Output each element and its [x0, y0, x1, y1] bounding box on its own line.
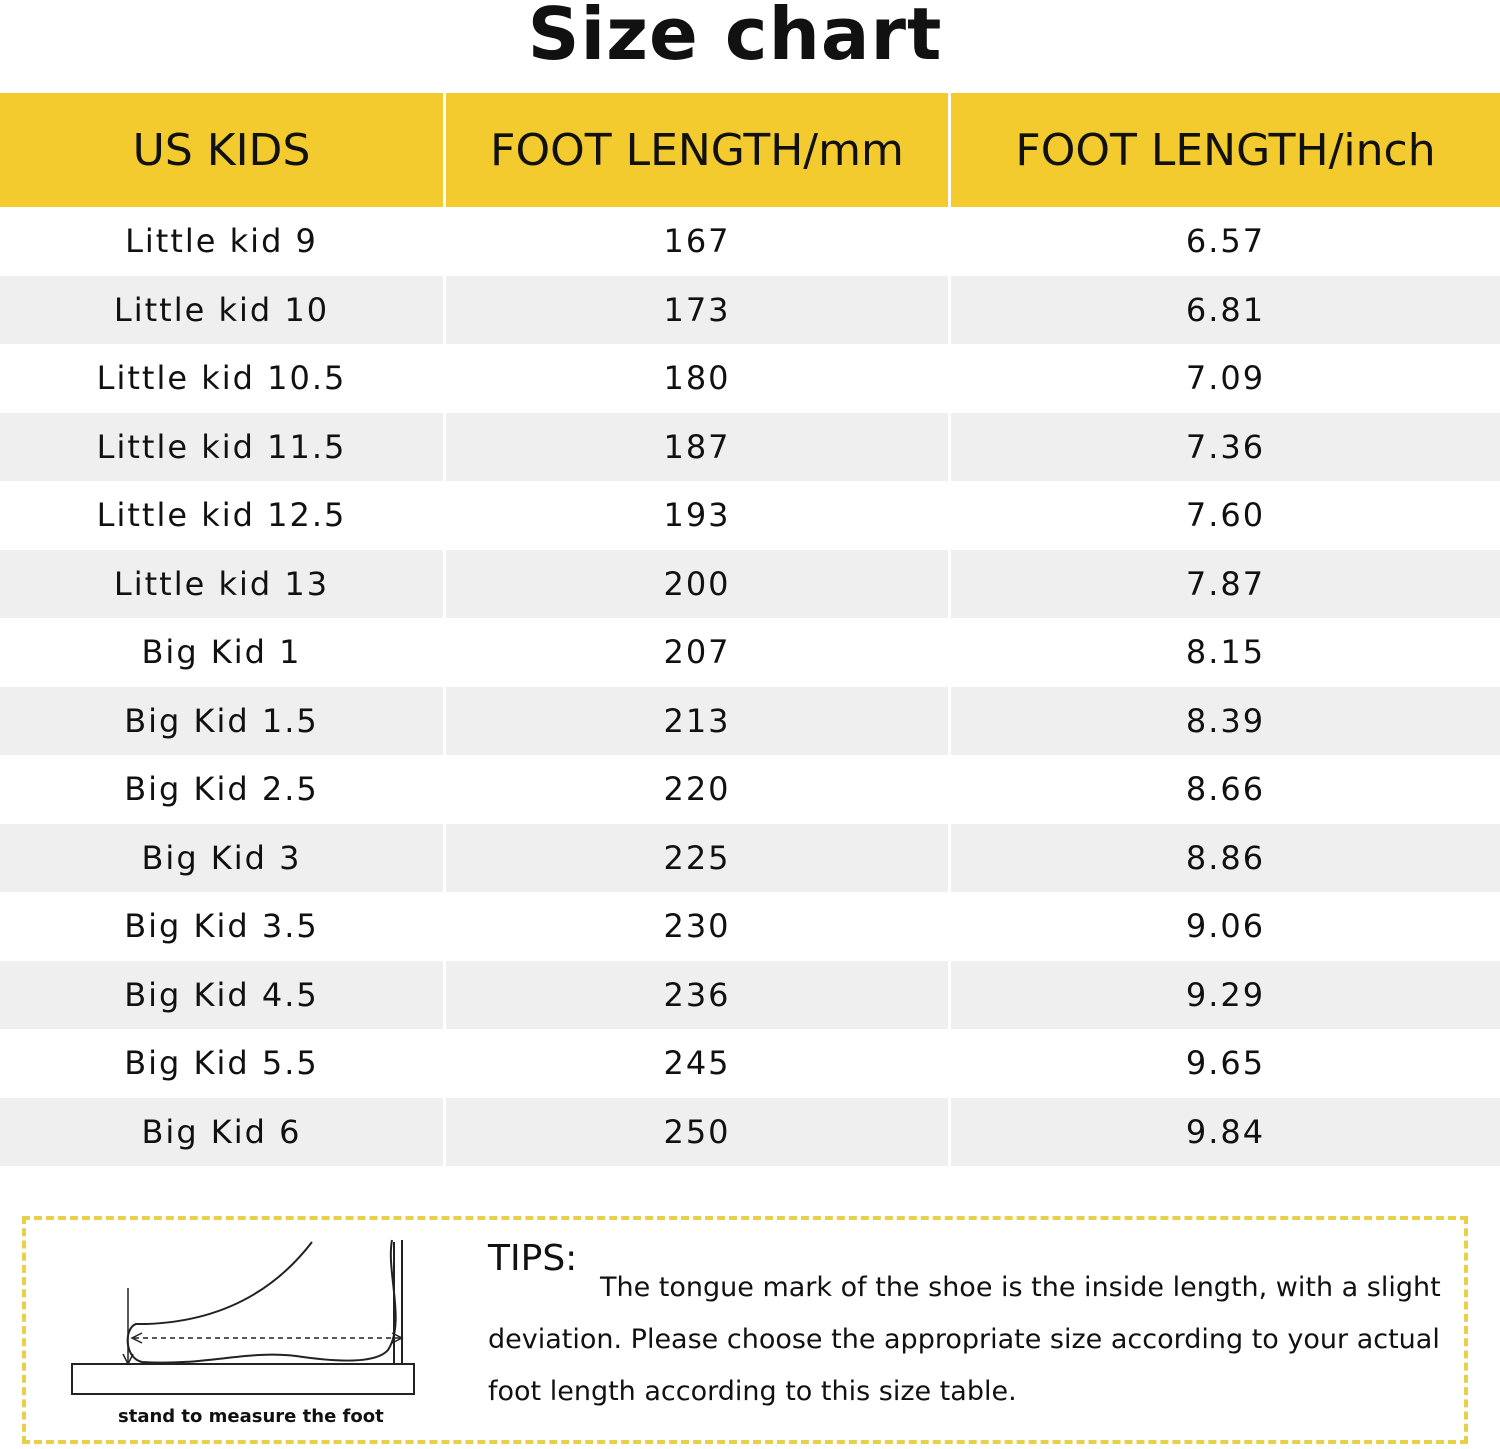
table-cell: 9.65: [951, 1029, 1500, 1098]
table-cell: Little kid 9: [0, 207, 443, 276]
table-cell: 193: [446, 481, 948, 550]
table-cell: 8.66: [951, 755, 1500, 824]
table-cell: 8.86: [951, 823, 1500, 892]
table-cell: Big Kid 1.5: [0, 686, 443, 755]
tips-box: stand to measure the foot TIPS: The tong…: [22, 1216, 1468, 1444]
foot-illustration: [71, 1239, 415, 1395]
tips-text: The tongue mark of the shoe is the insid…: [488, 1272, 1441, 1407]
title: Size chart: [527, 0, 943, 76]
table-cell: 8.39: [951, 686, 1500, 755]
table-cell: 245: [446, 1029, 948, 1098]
size-table: US KIDS FOOT LENGTH/mm FOOT LENGTH/inch Lit…: [0, 93, 1500, 1166]
table-cell: Big Kid 3: [0, 823, 443, 892]
table-cell: 9.84: [951, 1097, 1500, 1166]
table-cell: 213: [446, 686, 948, 755]
tips-label: TIPS:: [488, 1238, 578, 1279]
table-cell: 225: [446, 823, 948, 892]
table-cell: 8.15: [951, 618, 1500, 687]
table-cell: 9.29: [951, 960, 1500, 1029]
table-cell: Big Kid 2.5: [0, 755, 443, 824]
table-cell: 173: [446, 275, 948, 344]
table-cell: 9.06: [951, 892, 1500, 961]
table-cell: Big Kid 1: [0, 618, 443, 687]
table-cell: Little kid 10: [0, 275, 443, 344]
table-cell: 167: [446, 207, 948, 276]
table-cell: Little kid 10.5: [0, 344, 443, 413]
table-cell: 236: [446, 960, 948, 1029]
table-cell: 7.09: [951, 344, 1500, 413]
table-cell: 7.36: [951, 412, 1500, 481]
table-cell: 220: [446, 755, 948, 824]
table-cell: 207: [446, 618, 948, 687]
table-cell: 7.87: [951, 549, 1500, 618]
table-cell: 6.57: [951, 207, 1500, 276]
table-cell: Little kid 11.5: [0, 412, 443, 481]
table-cell: 187: [446, 412, 948, 481]
table-cell: Big Kid 3.5: [0, 892, 443, 961]
table-cell: 200: [446, 549, 948, 618]
header-cell: FOOT LENGTH/mm: [446, 93, 948, 207]
table-cell: 250: [446, 1097, 948, 1166]
table-cell: 230: [446, 892, 948, 961]
table-cell: Big Kid 5.5: [0, 1029, 443, 1098]
table-cell: Big Kid 6: [0, 1097, 443, 1166]
table-cell: Little kid 12.5: [0, 481, 443, 550]
table-cell: 6.81: [951, 275, 1500, 344]
table-cell: Little kid 13: [0, 549, 443, 618]
table-cell: 7.60: [951, 481, 1500, 550]
header-cell: US KIDS: [0, 93, 443, 207]
caption: stand to measure the foot: [118, 1406, 384, 1427]
table-cell: Big Kid 4.5: [0, 960, 443, 1029]
table-cell: 180: [446, 344, 948, 413]
header-cell: FOOT LENGTH/inch: [951, 93, 1500, 207]
